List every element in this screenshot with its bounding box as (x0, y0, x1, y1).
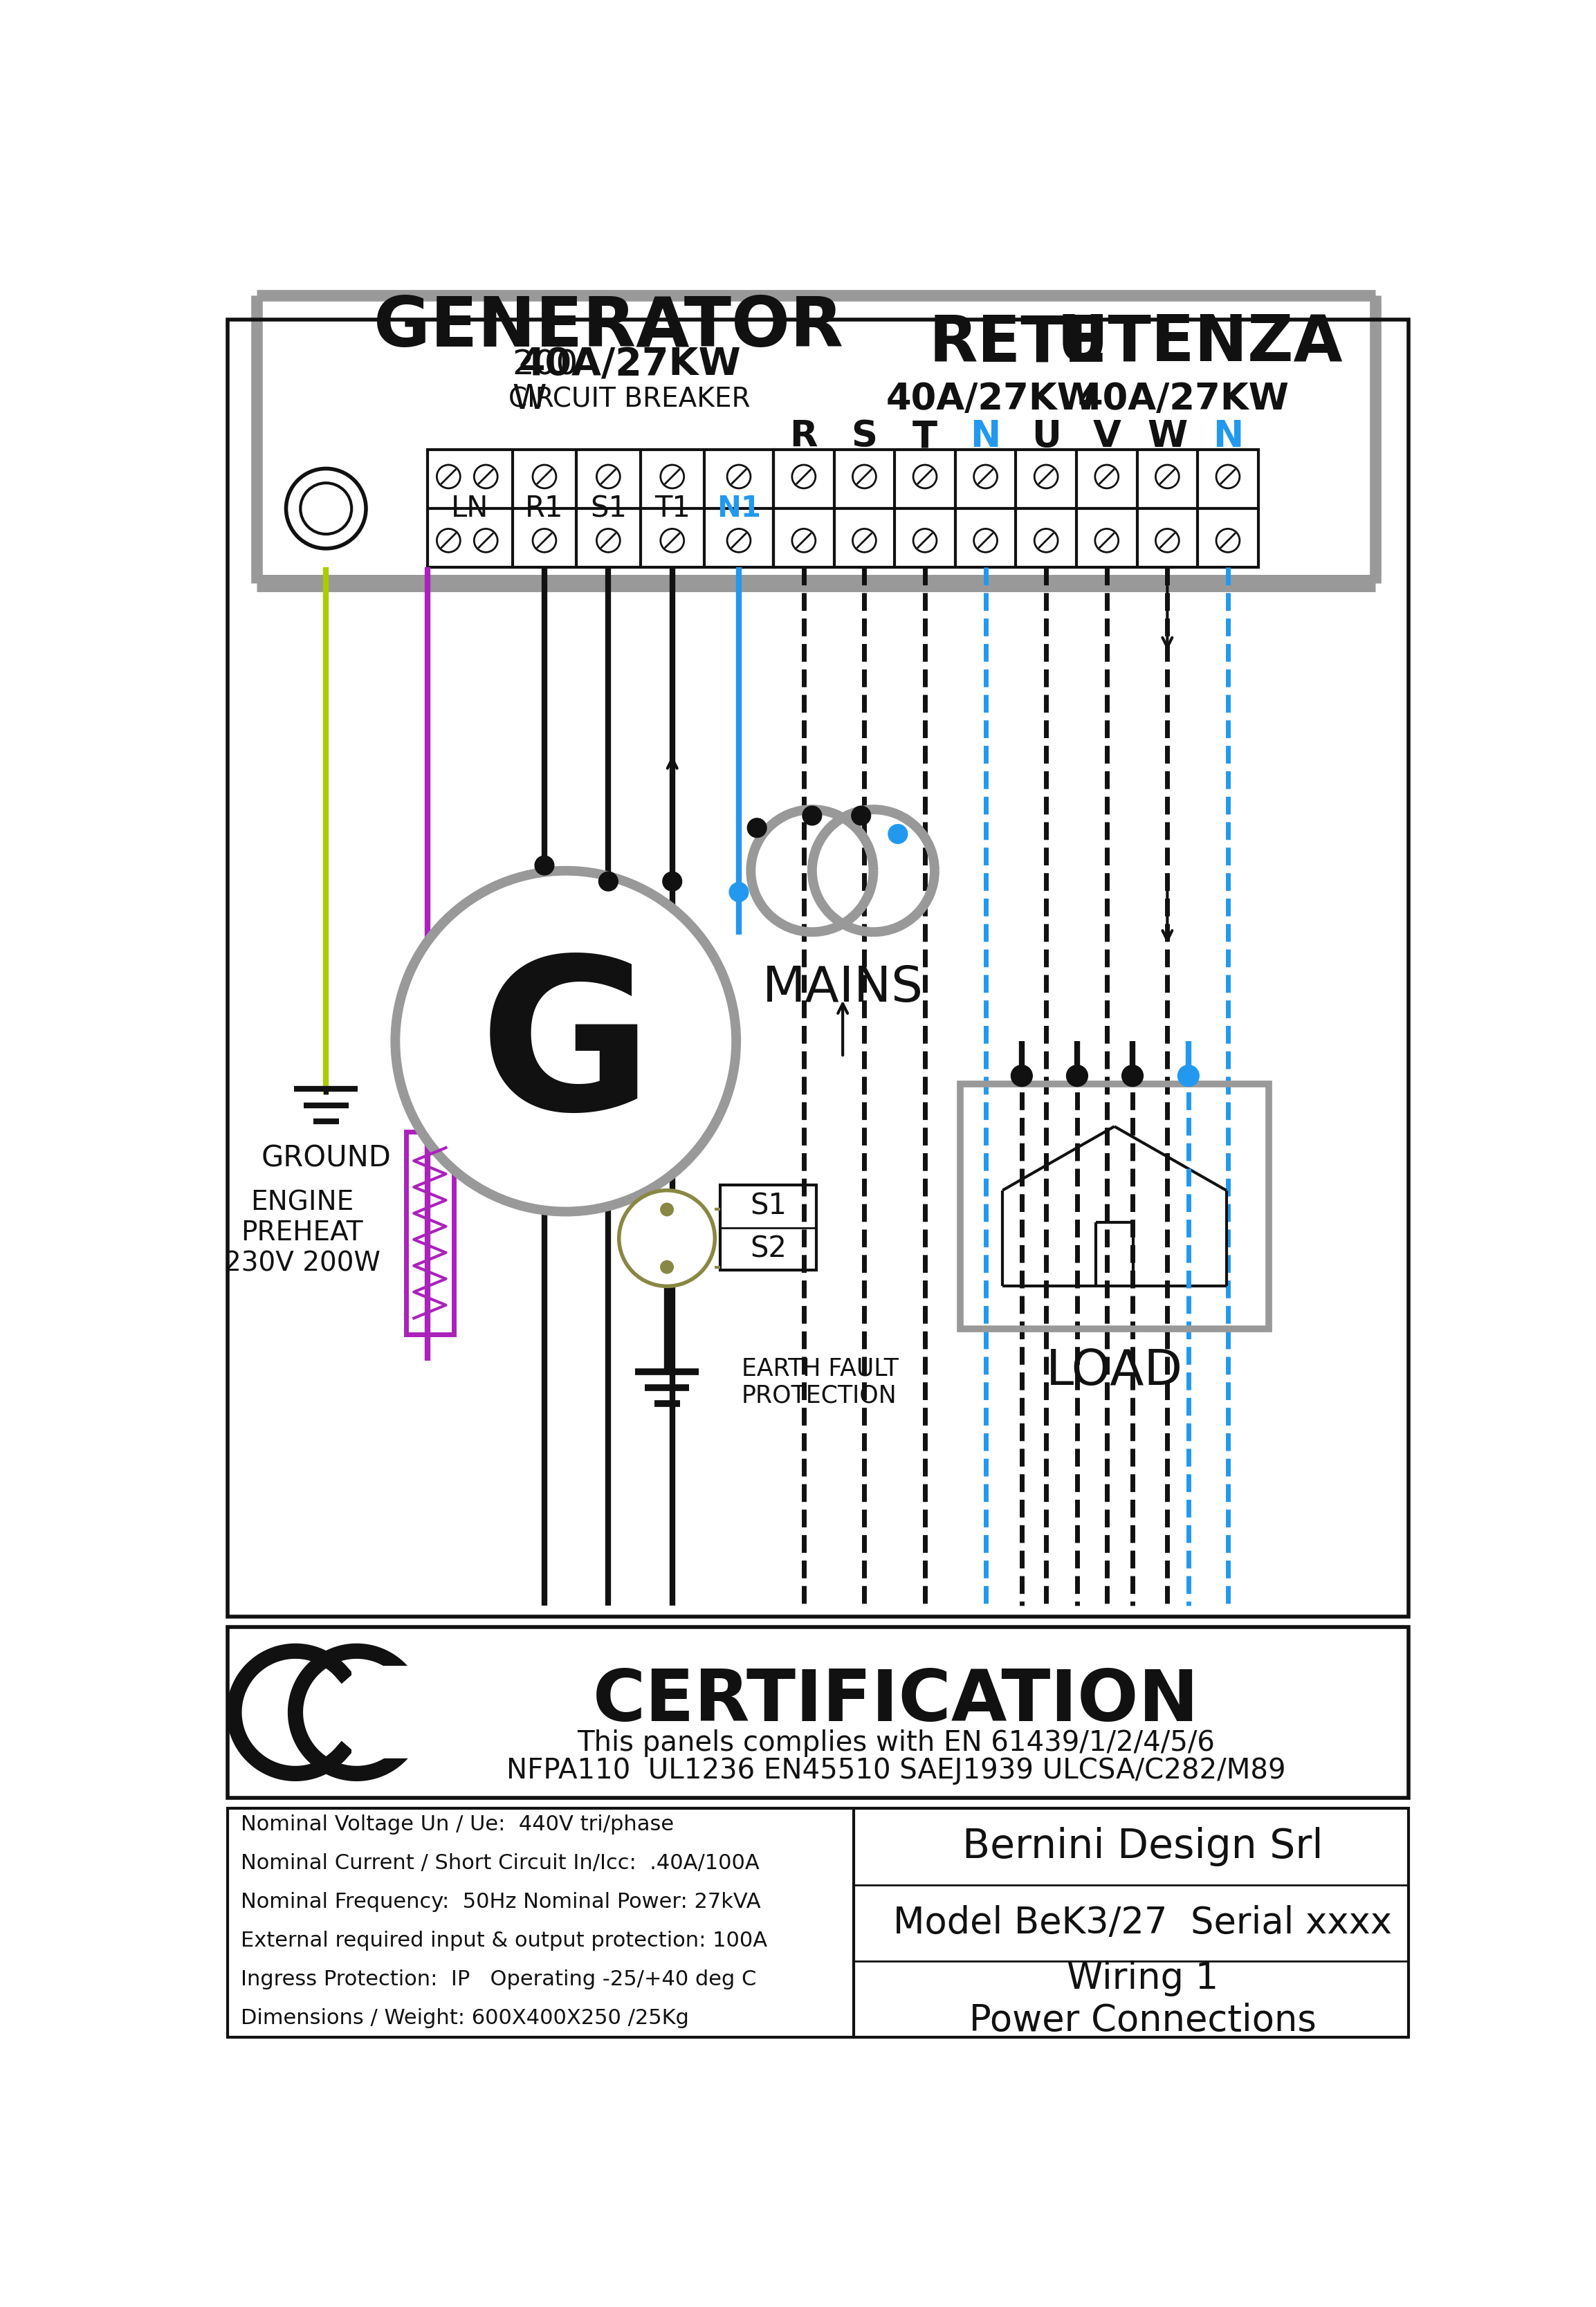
Circle shape (974, 528, 998, 551)
Circle shape (1156, 466, 1179, 489)
Text: LOAD: LOAD (1045, 1347, 1183, 1396)
Bar (720, 1186, 816, 1271)
Text: Bernini Design Srl: Bernini Design Srl (962, 1827, 1323, 1866)
Text: This panels complies with EN 61439/1/2/4/5/6: This panels complies with EN 61439/1/2/4… (578, 1730, 1215, 1758)
Circle shape (792, 466, 816, 489)
Circle shape (729, 884, 749, 902)
Text: Nominal Voltage Un / Ue:  440V tri/phase: Nominal Voltage Un / Ue: 440V tri/phase (241, 1813, 674, 1834)
Circle shape (662, 872, 681, 891)
Circle shape (533, 528, 555, 551)
Circle shape (661, 1260, 674, 1273)
Circle shape (533, 466, 555, 489)
Circle shape (803, 805, 822, 826)
Circle shape (913, 528, 937, 551)
Circle shape (597, 466, 621, 489)
Text: Wiring 1
Power Connections: Wiring 1 Power Connections (969, 1961, 1317, 2039)
Circle shape (728, 528, 750, 551)
Circle shape (889, 824, 908, 844)
Circle shape (1010, 1066, 1033, 1087)
Circle shape (1034, 466, 1058, 489)
Text: R: R (790, 418, 817, 454)
Circle shape (1216, 466, 1240, 489)
Circle shape (661, 528, 685, 551)
Circle shape (728, 466, 750, 489)
Circle shape (1034, 528, 1058, 551)
Circle shape (437, 466, 460, 489)
Circle shape (913, 466, 937, 489)
Circle shape (852, 805, 871, 826)
Text: External required input & output protection: 100A: External required input & output protect… (241, 1931, 768, 1949)
Text: W: W (512, 383, 547, 415)
Circle shape (1066, 1066, 1088, 1087)
Circle shape (300, 482, 351, 535)
Text: RETE: RETE (929, 311, 1108, 374)
Text: T1: T1 (654, 494, 689, 524)
Circle shape (437, 528, 460, 551)
Circle shape (1178, 1066, 1199, 1087)
Text: N: N (1213, 418, 1243, 454)
Circle shape (396, 870, 736, 1211)
Circle shape (598, 872, 618, 891)
Circle shape (474, 528, 498, 551)
Bar (774, 450, 1258, 568)
Text: N: N (970, 418, 1001, 454)
Text: T: T (913, 418, 937, 454)
Circle shape (1156, 528, 1179, 551)
Circle shape (661, 1204, 674, 1216)
Text: G: G (479, 948, 653, 1154)
Circle shape (852, 528, 876, 551)
Text: 40A/27KW: 40A/27KW (886, 381, 1098, 418)
Text: ENGINE
PREHEAT
230V 200W: ENGINE PREHEAT 230V 200W (223, 1190, 380, 1276)
Text: CERTIFICATION: CERTIFICATION (592, 1666, 1199, 1737)
Circle shape (1095, 528, 1119, 551)
Circle shape (747, 819, 766, 837)
Circle shape (474, 466, 498, 489)
Circle shape (1122, 1066, 1143, 1087)
Text: CIRCUIT BREAKER: CIRCUIT BREAKER (509, 385, 750, 413)
Text: W: W (1148, 418, 1187, 454)
Bar (959, 1084, 1269, 1329)
Text: LN: LN (452, 494, 488, 524)
Text: S: S (851, 418, 878, 454)
Text: N1: N1 (717, 494, 761, 524)
Text: 40A/27KW: 40A/27KW (519, 346, 741, 383)
Text: 40A/27KW: 40A/27KW (1077, 381, 1290, 418)
Bar (228, 1809, 1408, 2037)
Circle shape (661, 466, 685, 489)
Text: Nominal Current / Short Circuit In/Icc:  .40A/100A: Nominal Current / Short Circuit In/Icc: … (241, 1853, 760, 1873)
Text: Nominal Frequency:  50Hz Nominal Power: 27kVA: Nominal Frequency: 50Hz Nominal Power: 2… (241, 1892, 761, 1913)
Text: V: V (1093, 418, 1120, 454)
Circle shape (286, 468, 365, 549)
Text: Ingress Protection:  IP   Operating -25/+40 deg C: Ingress Protection: IP Operating -25/+40… (241, 1970, 757, 1989)
Text: GROUND: GROUND (262, 1144, 391, 1172)
Text: S1: S1 (750, 1193, 787, 1220)
Bar (405, 1133, 453, 1333)
Circle shape (619, 1190, 715, 1287)
Text: Model BeK3/27  Serial xxxx: Model BeK3/27 Serial xxxx (894, 1906, 1392, 1940)
Text: NFPA110  UL1236 EN45510 SAEJ1939 ULCSA/C282/M89: NFPA110 UL1236 EN45510 SAEJ1939 ULCSA/C2… (506, 1758, 1286, 1786)
Circle shape (1095, 466, 1119, 489)
Text: U: U (1031, 418, 1061, 454)
Bar (228, 1626, 1408, 1797)
Text: S1: S1 (591, 494, 627, 524)
Text: GENERATOR: GENERATOR (373, 293, 843, 360)
Text: 200: 200 (512, 348, 578, 381)
Text: Dimensions / Weight: 600X400X250 /25Kg: Dimensions / Weight: 600X400X250 /25Kg (241, 2007, 689, 2028)
Circle shape (597, 528, 621, 551)
Text: MAINS: MAINS (763, 964, 924, 1013)
Circle shape (535, 856, 554, 874)
Bar (228, 318, 1408, 1617)
Circle shape (792, 528, 816, 551)
Bar (428, 450, 774, 568)
Circle shape (852, 466, 876, 489)
Text: R1: R1 (525, 494, 563, 524)
Text: S2: S2 (750, 1234, 787, 1264)
Text: EARTH FAULT
PROTECTION: EARTH FAULT PROTECTION (742, 1357, 899, 1407)
Circle shape (1216, 528, 1240, 551)
Text: UTENZA: UTENZA (1057, 311, 1342, 374)
Circle shape (974, 466, 998, 489)
